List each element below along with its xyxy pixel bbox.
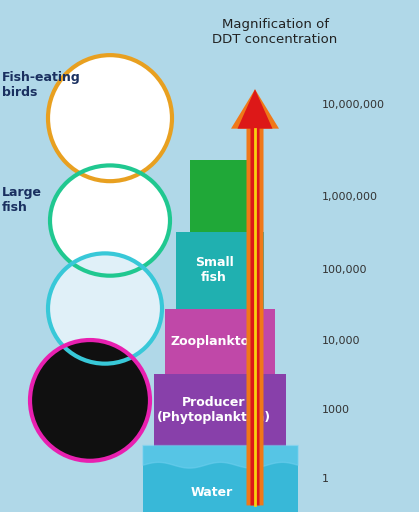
- Text: 1,000,000: 1,000,000: [322, 192, 378, 202]
- Text: 10,000: 10,000: [322, 336, 360, 346]
- Text: Producer
(Phytoplankton): Producer (Phytoplankton): [157, 396, 271, 424]
- Ellipse shape: [48, 55, 172, 181]
- Text: Small
fish: Small fish: [194, 257, 233, 285]
- FancyArrow shape: [231, 89, 279, 505]
- FancyArrow shape: [238, 89, 272, 505]
- Bar: [142, 446, 297, 512]
- Bar: [190, 160, 250, 232]
- Ellipse shape: [30, 340, 150, 461]
- Text: 1: 1: [322, 474, 329, 484]
- Text: 100,000: 100,000: [322, 265, 367, 275]
- Ellipse shape: [48, 253, 162, 364]
- Text: Zooplankton: Zooplankton: [170, 335, 258, 348]
- Bar: [165, 309, 275, 374]
- Bar: [176, 232, 264, 309]
- Text: 1000: 1000: [322, 406, 350, 415]
- Text: Magnification of
DDT concentration: Magnification of DDT concentration: [212, 18, 338, 46]
- Text: Fish-eating
birds: Fish-eating birds: [2, 71, 81, 99]
- Text: 10,000,000: 10,000,000: [322, 100, 385, 110]
- Text: Water: Water: [191, 486, 233, 499]
- Ellipse shape: [50, 165, 170, 275]
- Text: Large
fish: Large fish: [2, 185, 42, 214]
- Bar: [154, 374, 286, 446]
